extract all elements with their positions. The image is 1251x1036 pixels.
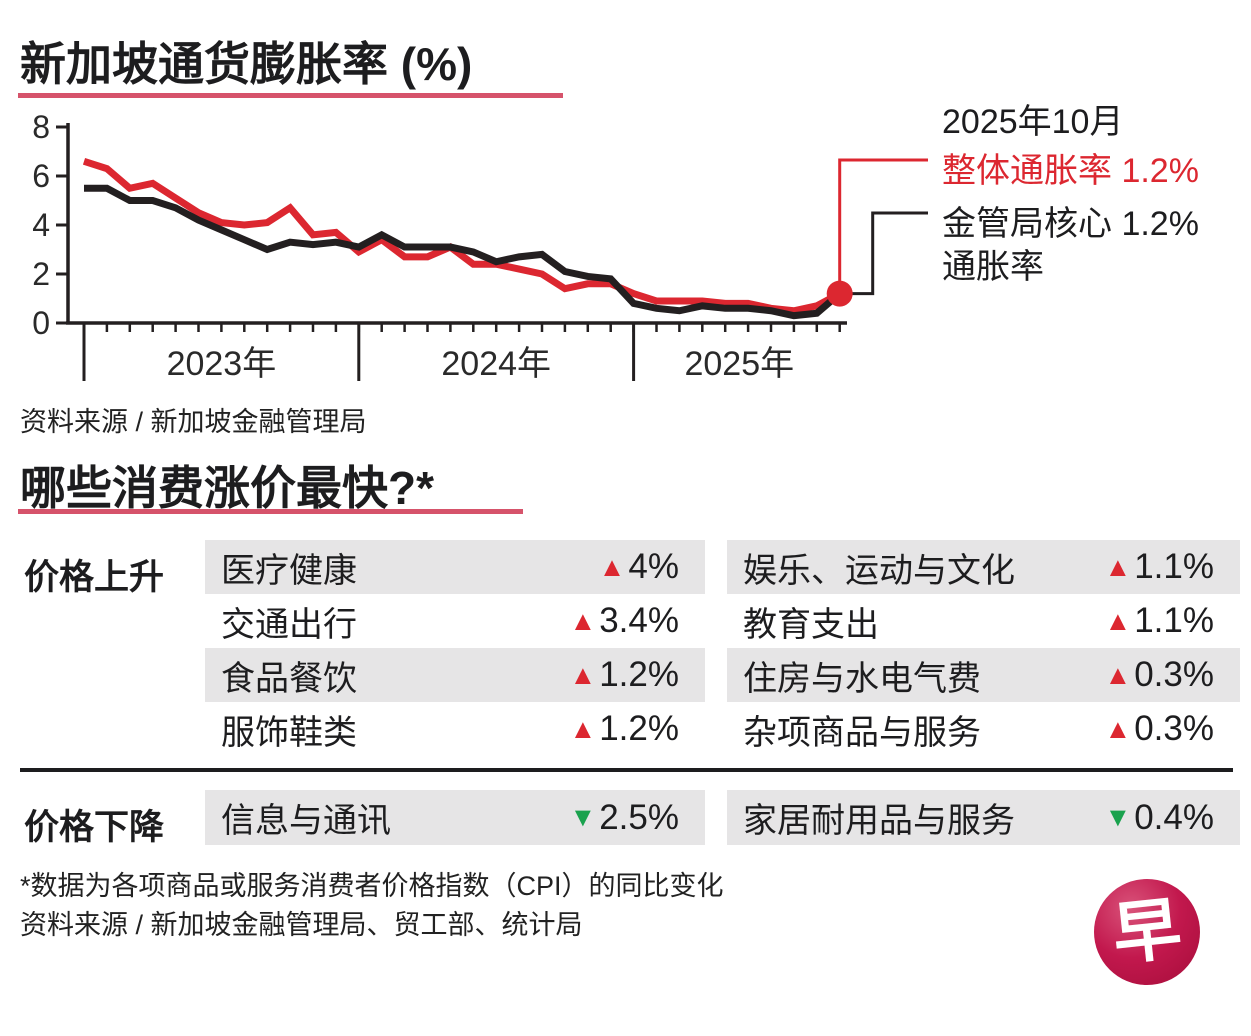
annotation-date: 2025年10月 [942, 103, 1124, 141]
svg-text:2024年: 2024年 [441, 345, 551, 383]
category-value: 0.3% [1134, 709, 1214, 748]
up-arrow-icon: ▲ [569, 659, 597, 690]
category-label: 娱乐、运动与文化 [743, 551, 1015, 590]
category-value-group: ▲ 0.3% [1104, 655, 1240, 695]
category-value: 0.3% [1134, 655, 1214, 694]
category-value-group: ▲ 1.1% [1104, 547, 1240, 587]
up-arrow-icon: ▲ [569, 605, 597, 636]
price-up-label: 价格上升 [24, 558, 165, 597]
down-arrow-icon: ▼ [1104, 802, 1132, 832]
svg-text:2025年: 2025年 [684, 345, 794, 383]
chart-title: 新加坡通货膨胀率 (%) [20, 38, 473, 90]
category-value-group: ▲ 1.2% [569, 655, 705, 695]
table-row: 服饰鞋类 ▲ 1.2% [205, 702, 705, 756]
x-ticks [82, 323, 841, 332]
category-value: 1.1% [1134, 547, 1214, 586]
category-label: 食品餐饮 [221, 659, 357, 698]
price-up-column-1: 医疗健康 ▲ 4% 交通出行 ▲ 3.4% 食品餐饮 ▲ 1.2% 服饰鞋类 ▲… [205, 540, 705, 756]
category-label: 住房与水电气费 [743, 659, 981, 698]
category-value-group: ▲ 4% [599, 547, 705, 587]
category-label: 信息与通讯 [221, 802, 391, 840]
up-arrow-icon: ▲ [569, 713, 597, 744]
svg-text:2023年: 2023年 [167, 345, 277, 383]
category-value-group: ▼ 2.5% [569, 798, 705, 838]
inflation-chart: 8 6 4 2 0 2023年 2024年 2025年 [32, 109, 928, 383]
svg-text:2: 2 [32, 256, 50, 292]
category-value: 1.2% [599, 655, 679, 694]
svg-text:8: 8 [32, 109, 50, 145]
category-value-group: ▼ 0.4% [1104, 798, 1240, 838]
callout-core-line [845, 211, 928, 296]
category-value: 0.4% [1134, 797, 1214, 837]
table-row: 教育支出 ▲ 1.1% [727, 594, 1240, 648]
table-row: 信息与通讯 ▼ 2.5% [205, 790, 705, 845]
category-value: 1.2% [599, 709, 679, 748]
table-row: 交通出行 ▲ 3.4% [205, 594, 705, 648]
up-arrow-icon: ▲ [1104, 713, 1132, 744]
table-source: 资料来源 / 新加坡金融管理局、贸工部、统计局 [20, 910, 583, 940]
category-value: 3.4% [599, 601, 679, 640]
annotation-core-label-line2: 通胀率 [942, 248, 1044, 286]
chart-source: 资料来源 / 新加坡金融管理局 [20, 407, 367, 437]
category-value: 4% [628, 547, 679, 586]
callout-headline-line [838, 158, 928, 294]
footnote: *数据为各项商品或服务消费者价格指数（CPI）的同比变化 [20, 871, 724, 901]
category-value-group: ▲ 1.1% [1104, 601, 1240, 641]
section-title: 哪些消费涨价最快?* [20, 462, 434, 514]
year-dividers [82, 323, 636, 381]
table-row: 家居耐用品与服务 ▼ 0.4% [727, 790, 1240, 845]
category-label: 家居耐用品与服务 [743, 802, 1015, 840]
year-labels: 2023年 2024年 2025年 [167, 345, 795, 383]
table-row: 住房与水电气费 ▲ 0.3% [727, 648, 1240, 702]
y-ticks: 8 6 4 2 0 [32, 109, 68, 341]
table-row: 杂项商品与服务 ▲ 0.3% [727, 702, 1240, 756]
category-label: 杂项商品与服务 [743, 713, 981, 752]
end-point-dot [826, 280, 853, 307]
table-row: 食品餐饮 ▲ 1.2% [205, 648, 705, 702]
series-headline [82, 157, 842, 315]
up-arrow-icon: ▲ [1104, 605, 1132, 636]
price-down-column-1: 信息与通讯 ▼ 2.5% [205, 790, 705, 845]
category-value-group: ▲ 3.4% [569, 601, 705, 641]
category-value: 1.1% [1134, 601, 1214, 640]
logo-glyph: 早 [1109, 890, 1185, 974]
up-arrow-icon: ▲ [1104, 659, 1132, 690]
category-label: 医疗健康 [221, 551, 357, 590]
svg-text:4: 4 [32, 207, 50, 243]
annotation-core-label-line1: 金管局核心 1.2% [942, 205, 1199, 243]
category-label: 教育支出 [743, 605, 879, 644]
price-down-column-2: 家居耐用品与服务 ▼ 0.4% [727, 790, 1240, 845]
price-down-label: 价格下降 [24, 808, 165, 847]
table-row: 娱乐、运动与文化 ▲ 1.1% [727, 540, 1240, 594]
up-arrow-icon: ▲ [1104, 551, 1132, 582]
annotation-headline-label: 整体通胀率 1.2% [942, 152, 1199, 190]
price-up-column-2: 娱乐、运动与文化 ▲ 1.1% 教育支出 ▲ 1.1% 住房与水电气费 ▲ 0.… [727, 540, 1240, 756]
up-arrow-icon: ▲ [598, 551, 626, 582]
category-value: 2.5% [599, 797, 679, 837]
category-label: 交通出行 [221, 605, 357, 644]
category-value-group: ▲ 0.3% [1104, 709, 1240, 749]
section-title-underline [18, 509, 523, 514]
category-label: 服饰鞋类 [221, 713, 357, 752]
category-value-group: ▲ 1.2% [569, 709, 705, 749]
zaobao-logo: 早 [1094, 879, 1200, 985]
section-divider [20, 768, 1233, 772]
svg-text:0: 0 [32, 305, 50, 341]
series-core [84, 184, 842, 320]
svg-text:6: 6 [32, 158, 50, 194]
table-row: 医疗健康 ▲ 4% [205, 540, 705, 594]
down-arrow-icon: ▼ [569, 802, 597, 832]
chart-title-underline [18, 93, 563, 98]
